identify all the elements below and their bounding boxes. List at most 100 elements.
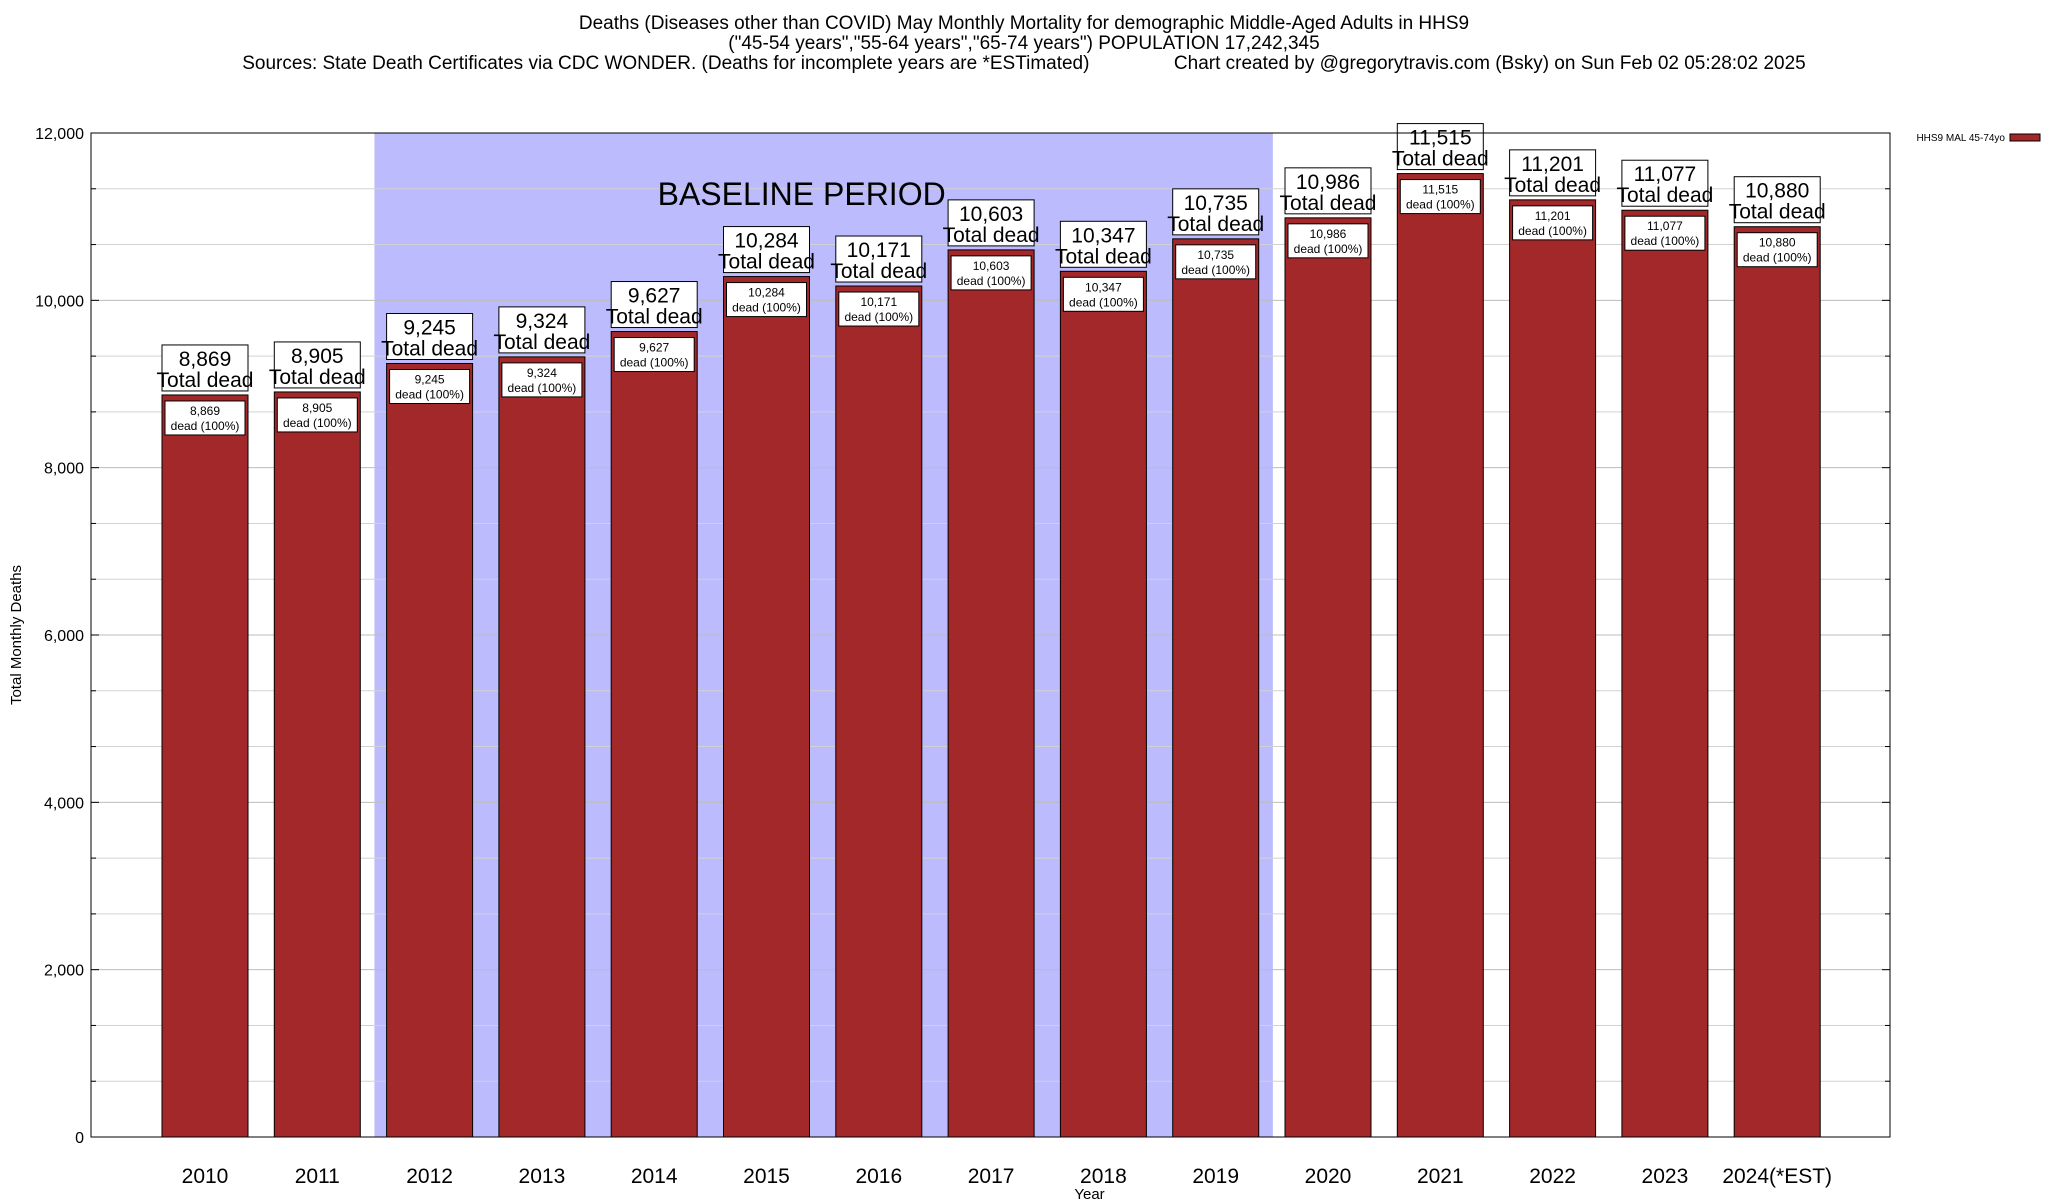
bar-inner-label-box [726,282,807,318]
bar-top-value-label: 9,324 [516,310,569,333]
bar [1172,238,1260,1138]
bar [1733,226,1821,1138]
baseline-period-label: BASELINE PERIOD [658,176,946,212]
legend-swatch [2009,133,2041,142]
bar [1284,217,1372,1138]
title-line-3: Sources: State Death Certificates via CD… [242,53,1806,74]
bar-top-value-label: 9,627 [628,285,681,308]
bar-inner-label-box [613,337,695,373]
y-tick-label: 8,000 [44,461,84,478]
bar-inner-value-label: 10,986 [1310,227,1347,241]
bar-inner-percent-label: dead (100%) [732,301,801,315]
bar-top-value-label: 8,869 [179,348,232,371]
x-tick-label: 2016 [855,1165,902,1188]
bar-top-value-label: 11,201 [1521,153,1584,176]
bar-top-label-box [610,281,698,329]
x-tick-label: 2018 [1080,1165,1127,1188]
bar-top-label-box [161,344,249,392]
bar-inner-label-box [1399,179,1481,215]
bar-top-total-label: Total dead [1167,213,1264,236]
chart-title: Deaths (Diseases other than COVID) May M… [0,14,2048,74]
bar-inner-label-box [1062,276,1144,312]
x-tick-label: 2015 [743,1165,790,1188]
bar-inner-value-label: 11,077 [1647,219,1683,233]
bar-inner-percent-label: dead (100%) [283,416,352,430]
bar-inner-value-label: 10,880 [1759,236,1796,250]
bar-top-total-label: Total dead [606,306,703,329]
bar-inner-percent-label: dead (100%) [508,381,577,395]
bar-top-total-label: Total dead [1055,245,1152,268]
bar-inner-value-label: 11,515 [1422,183,1458,197]
y-tick-label: 10,000 [35,293,84,310]
bar-inner-label-box [1512,205,1594,241]
legend-label: HHS9 MAL 45-74yo [1916,133,2005,144]
bar-inner-percent-label: dead (100%) [171,419,240,433]
y-tick-label: 12,000 [35,126,84,143]
bar-top-total-label: Total dead [493,331,590,354]
bar-top-total-label: Total dead [157,369,254,392]
bar-top-label-box [835,235,923,283]
bar-inner-percent-label: dead (100%) [395,388,464,402]
bar [1059,270,1147,1138]
bar-top-total-label: Total dead [1729,201,1826,224]
bar-inner-percent-label: dead (100%) [1518,224,1587,238]
title-line-1: Deaths (Diseases other than COVID) May M… [578,13,1470,34]
bar-inner-label-box [1175,244,1257,280]
bar-top-value-label: 10,880 [1745,180,1809,203]
bar [1621,209,1709,1138]
bar-inner-value-label: 10,735 [1197,248,1234,262]
x-tick-label: 2024(*EST) [1722,1165,1832,1188]
bar-top-value-label: 10,986 [1296,171,1360,194]
bar-top-value-label: 8,905 [291,345,344,368]
bar-inner-label-box [1287,223,1369,259]
bar [161,394,249,1138]
bar-top-label-box [1509,149,1597,197]
y-tick-label: 2,000 [44,963,84,980]
bar-inner-percent-label: dead (100%) [844,310,913,324]
x-tick-label: 2019 [1192,1165,1239,1188]
x-tick-label: 2013 [519,1165,566,1188]
y-tick-label: 6,000 [44,628,84,645]
bar [273,391,361,1138]
bar-inner-value-label: 11,201 [1535,209,1571,223]
bar-top-total-label: Total dead [943,224,1040,247]
plot-frame [90,132,1891,1138]
bar [386,363,474,1138]
bar-top-label-box [1396,123,1484,171]
bar-top-total-label: Total dead [269,366,366,389]
bar-top-total-label: Total dead [718,251,815,274]
bar-inner-label-box [1736,232,1818,268]
x-tick-label: 2020 [1305,1165,1352,1188]
bar-inner-percent-label: dead (100%) [1181,263,1250,277]
bar-top-value-label: 11,515 [1409,127,1472,150]
bar-inner-label-box [276,397,358,433]
x-tick-label: 2012 [406,1165,453,1188]
y-tick-label: 4,000 [44,795,84,812]
bar-inner-percent-label: dead (100%) [620,356,689,370]
bar [1509,199,1597,1138]
y-axis-label: Total Monthly Deaths [8,565,25,705]
bar-inner-percent-label: dead (100%) [1294,242,1363,256]
bar-top-label-box [1733,176,1821,224]
bar-inner-value-label: 9,627 [639,341,669,355]
bar-top-value-label: 10,347 [1071,224,1135,247]
bar-inner-label-box [389,369,471,405]
bar [947,249,1035,1138]
x-tick-label: 2010 [182,1165,229,1188]
bar-inner-percent-label: dead (100%) [1069,295,1138,309]
bar-top-label-box [1059,220,1147,268]
x-axis-label: Year [1074,1186,1104,1200]
bar-top-label-box [1172,188,1260,236]
bar-inner-label-box [838,291,920,327]
bar-top-label-box [273,341,361,389]
bar-top-total-label: Total dead [1616,184,1713,207]
x-tick-label: 2021 [1417,1165,1464,1188]
bar-top-value-label: 10,284 [734,230,799,253]
bar-inner-percent-label: dead (100%) [1406,198,1475,212]
bar [610,331,698,1138]
bar-inner-value-label: 8,905 [302,401,332,415]
bar [835,285,923,1138]
bar-inner-value-label: 10,347 [1085,280,1122,294]
bar-inner-value-label: 9,324 [527,366,557,380]
